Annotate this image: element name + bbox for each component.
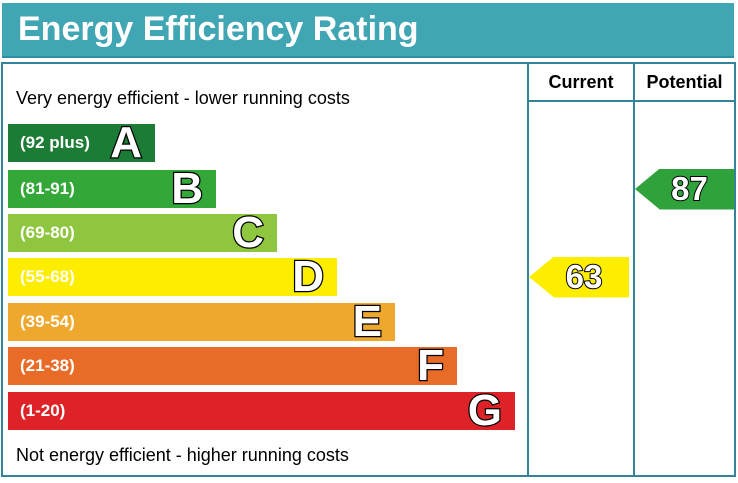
potential-column-header: Potential xyxy=(646,72,723,92)
current-column-left-border xyxy=(527,64,529,475)
band-a: (92 plus) A xyxy=(8,118,155,167)
band-d-letter: D xyxy=(291,252,325,301)
page-title: Energy Efficiency Rating xyxy=(18,10,419,48)
top-note: Very energy efficient - lower running co… xyxy=(16,88,350,108)
band-c-letter: C xyxy=(231,208,265,257)
current-rating-arrow: 63 xyxy=(529,256,629,298)
band-g-range: (1-20) xyxy=(20,401,66,420)
band-g-letter: G xyxy=(467,386,504,435)
bottom-note: Not energy efficient - higher running co… xyxy=(16,445,349,465)
band-a-range: (92 plus) xyxy=(20,133,90,152)
band-f-letter: F xyxy=(416,341,445,390)
current-column-header: Current xyxy=(548,72,614,92)
band-b: (81-91) B xyxy=(8,164,216,213)
potential-column-left-border xyxy=(633,64,635,475)
current-rating-value: 63 xyxy=(565,257,604,296)
rating-table: Current Potential Very energy efficient … xyxy=(1,62,736,477)
band-c-range: (69-80) xyxy=(20,223,75,242)
potential-rating-arrow: 87 xyxy=(635,168,734,210)
band-e-range: (39-54) xyxy=(20,312,75,331)
band-g: (1-20) G xyxy=(8,386,515,435)
header-underline xyxy=(527,100,734,102)
band-f-range: (21-38) xyxy=(20,356,75,375)
band-d-range: (55-68) xyxy=(20,267,75,286)
band-c: (69-80) C xyxy=(8,208,277,257)
band-f: (21-38) F xyxy=(8,341,457,390)
potential-rating-value: 87 xyxy=(670,169,709,208)
band-d: (55-68) D xyxy=(8,252,337,301)
title-banner: Energy Efficiency Rating xyxy=(2,3,734,58)
band-b-letter: B xyxy=(170,164,204,213)
band-a-letter: A xyxy=(109,118,143,167)
band-e-letter: E xyxy=(351,297,383,346)
band-b-range: (81-91) xyxy=(20,179,75,198)
band-e: (39-54) E xyxy=(8,297,395,346)
